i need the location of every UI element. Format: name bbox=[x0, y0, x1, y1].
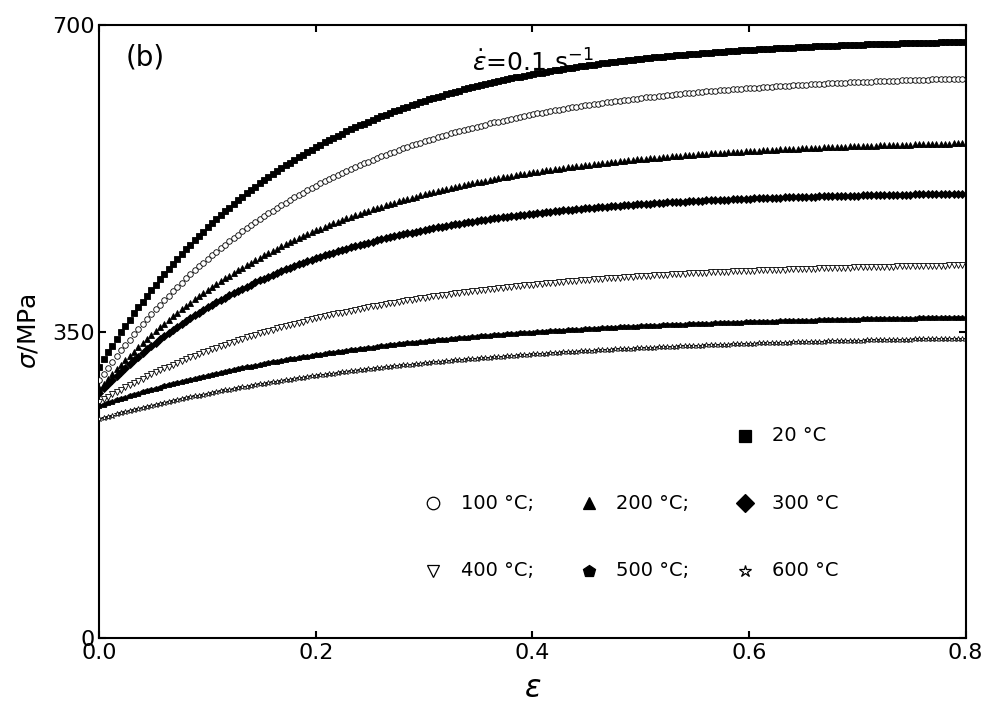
Text: $\dot{\varepsilon}$=0.1 s$^{-1}$: $\dot{\varepsilon}$=0.1 s$^{-1}$ bbox=[472, 49, 593, 76]
Text: 600 °C: 600 °C bbox=[772, 562, 839, 580]
Text: 500 °C;: 500 °C; bbox=[616, 562, 690, 580]
Text: (b): (b) bbox=[125, 43, 164, 71]
Text: 300 °C: 300 °C bbox=[772, 494, 839, 513]
Y-axis label: $\sigma$/MPa: $\sigma$/MPa bbox=[17, 294, 41, 369]
Text: 20 °C: 20 °C bbox=[772, 426, 827, 446]
Text: 200 °C;: 200 °C; bbox=[616, 494, 689, 513]
Text: 100 °C;: 100 °C; bbox=[461, 494, 534, 513]
Text: 400 °C;: 400 °C; bbox=[461, 562, 534, 580]
X-axis label: $\varepsilon$: $\varepsilon$ bbox=[524, 675, 541, 703]
